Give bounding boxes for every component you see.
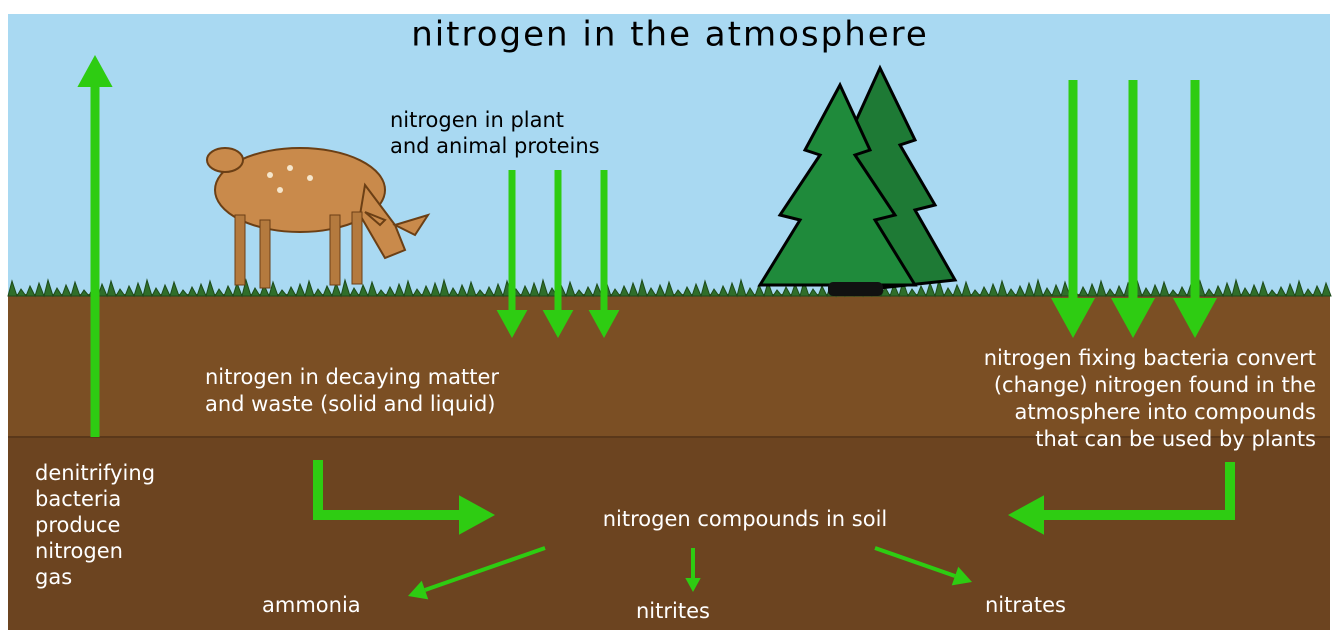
fixing-bacteria-line: nitrogen fixing bacteria convert — [984, 346, 1316, 370]
plant-animal-proteins-line: and animal proteins — [390, 134, 600, 158]
denitrifying-line: denitrifying — [35, 461, 155, 485]
decaying-matter-line: nitrogen in decaying matter — [205, 365, 499, 389]
plant-animal-proteins-line: nitrogen in plant — [390, 108, 564, 132]
fixing-bacteria-line: atmosphere into compounds — [1015, 400, 1317, 424]
denitrifying-line: gas — [35, 565, 72, 589]
ammonia-label: ammonia — [262, 593, 361, 617]
denitrifying-line: bacteria — [35, 487, 121, 511]
denitrifying-line: nitrogen — [35, 539, 123, 563]
nitrites-label: nitrites — [636, 599, 710, 623]
nitrogen-cycle-diagram: nitrogen in the atmosphere nitrogen comp… — [0, 0, 1339, 630]
fixing-bacteria-line: that can be used by plants — [1035, 427, 1316, 451]
compounds-label: nitrogen compounds in soil — [603, 507, 888, 531]
decaying-matter-line: and waste (solid and liquid) — [205, 392, 496, 416]
fixing-bacteria-line: (change) nitrogen found in the — [994, 373, 1316, 397]
nitrates-label: nitrates — [985, 593, 1066, 617]
denitrifying-line: produce — [35, 513, 120, 537]
title: nitrogen in the atmosphere — [411, 15, 929, 55]
